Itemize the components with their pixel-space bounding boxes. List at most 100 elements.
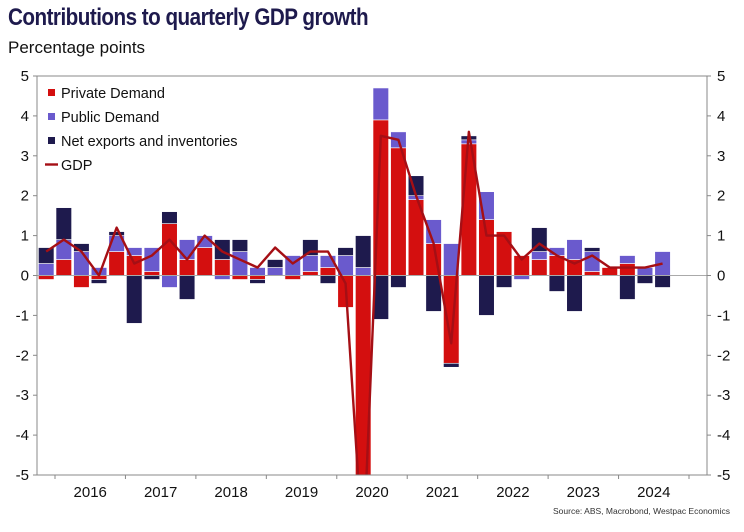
bar-public-demand-2019Q4: [319, 255, 337, 268]
bar-private-demand-2018Q2: [214, 259, 231, 276]
y-tick-label-left: -4: [16, 427, 29, 444]
bar-net-exports-and-inventories-2016Q1: [55, 207, 72, 240]
bar-public-demand-2019Q1: [267, 267, 284, 276]
bar-public-demand-2023Q2: [566, 239, 583, 260]
bar-private-demand-2024Q1: [619, 263, 636, 276]
bar-private-demand-2018Q1: [196, 247, 213, 276]
bar-public-demand-2019Q3: [302, 255, 319, 272]
bar-net-exports-and-inventories-2020Q4: [390, 275, 407, 288]
bar-private-demand-2018Q3: [231, 275, 249, 280]
legend-label-private-demand: Private Demand: [61, 86, 165, 102]
gdp-line: [45, 130, 663, 475]
bar-private-demand-2019Q2: [284, 275, 301, 280]
bar-net-exports-and-inventories-2022Q1: [478, 275, 495, 316]
legend-swatch-net-exports-and-inventories: [48, 137, 55, 144]
bar-private-demand-2017Q3: [161, 223, 178, 276]
bar-net-exports-and-inventories-2018Q4: [249, 279, 266, 284]
bar-private-demand-2016Q2: [73, 275, 90, 288]
y-tick-label-left: -5: [16, 467, 29, 484]
x-tick-label: 2020: [355, 484, 388, 501]
bar-public-demand-2024Q3: [654, 251, 671, 276]
y-tick-label-right: 3: [717, 148, 725, 165]
bar-private-demand-2023Q3: [584, 271, 601, 276]
y-tick-label-left: -1: [16, 307, 29, 324]
y-tick-label-left: 5: [21, 68, 29, 85]
bar-net-exports-and-inventories-2018Q2: [214, 239, 231, 260]
bar-private-demand-2020Q4: [390, 147, 407, 276]
axes-layer: 5 5 4 4 3 3 2 2 1 1 0 0 -1 -1 -2 -2 -3 -3 -4 -4 -5 -5 2016 2017…: [16, 68, 731, 501]
y-tick-label-right: -4: [717, 427, 730, 444]
y-tick-label-right: -5: [717, 467, 730, 484]
bar-net-exports-and-inventories-2024Q1: [619, 275, 636, 300]
y-tick-label-left: 1: [21, 228, 29, 245]
bar-net-exports-and-inventories-2020Q1: [337, 247, 354, 256]
bar-public-demand-2022Q3: [513, 275, 530, 280]
bar-net-exports-and-inventories-2020Q2: [355, 235, 372, 268]
bar-net-exports-and-inventories-2023Q1: [548, 275, 566, 292]
y-tick-label-left: 2: [21, 188, 29, 205]
bar-net-exports-and-inventories-2022Q2: [495, 275, 513, 288]
y-tick-label-left: -2: [16, 347, 29, 364]
bar-net-exports-and-inventories-2017Q2: [143, 275, 160, 280]
y-tick-label-left: -3: [16, 387, 29, 404]
x-tick-label: 2017: [144, 484, 177, 501]
x-tick-label: 2016: [74, 484, 107, 501]
bar-net-exports-and-inventories-2024Q3: [654, 275, 671, 288]
bar-private-demand-2017Q1: [126, 255, 143, 276]
legend: Private Demand Public Demand Net exports a…: [45, 86, 238, 174]
bar-public-demand-2020Q2: [355, 267, 372, 276]
bar-private-demand-2019Q3: [302, 271, 319, 276]
bar-net-exports-and-inventories-2017Q4: [178, 275, 196, 300]
legend-label-gdp: GDP: [61, 158, 92, 174]
bar-private-demand-2016Q1: [55, 259, 72, 276]
bar-public-demand-2017Q1: [126, 247, 143, 256]
bar-private-demand-2017Q4: [178, 259, 196, 276]
bar-net-exports-and-inventories-2016Q4: [108, 231, 125, 236]
bar-public-demand-2018Q2: [214, 275, 231, 280]
bar-private-demand-2022Q1: [478, 219, 495, 276]
y-tick-label-left: 4: [21, 108, 29, 125]
bar-private-demand-2018Q4: [249, 275, 266, 280]
y-tick-label-right: 4: [717, 108, 725, 125]
x-tick-label: 2021: [426, 484, 459, 501]
bar-net-exports-and-inventories-2018Q3: [231, 239, 249, 252]
bar-net-exports-and-inventories-2019Q4: [319, 275, 337, 284]
bar-public-demand-2024Q1: [619, 255, 636, 264]
legend-label-public-demand: Public Demand: [61, 110, 159, 126]
bar-public-demand-2018Q3: [231, 251, 249, 276]
y-tick-label-right: 1: [717, 228, 725, 245]
y-tick-label-right: 2: [717, 188, 725, 205]
bar-private-demand-2017Q2: [143, 271, 160, 276]
bar-net-exports-and-inventories-2021Q3: [443, 362, 460, 368]
x-tick-label: 2018: [214, 484, 247, 501]
legend-label-net-exports-and-inventories: Net exports and inventories: [61, 134, 238, 150]
bar-public-demand-2017Q4: [178, 239, 196, 260]
x-tick-label: 2023: [567, 484, 600, 501]
y-tick-label-right: 5: [717, 68, 725, 85]
bar-private-demand-2016Q4: [108, 251, 125, 276]
bars-layer: [38, 87, 671, 475]
bar-net-exports-and-inventories-2016Q3: [90, 279, 108, 284]
bar-public-demand-2022Q4: [531, 251, 548, 260]
chart-title: Contributions to quarterly GDP growth: [8, 4, 369, 31]
y-tick-label-right: -3: [717, 387, 730, 404]
y-tick-label-right: -2: [717, 347, 730, 364]
bar-net-exports-and-inventories-2019Q1: [267, 259, 284, 268]
y-tick-label-left: 3: [21, 148, 29, 165]
gdp-line-layer: [45, 130, 663, 475]
legend-swatch-private-demand: [48, 89, 55, 96]
bar-net-exports-and-inventories-2017Q3: [161, 211, 178, 224]
x-tick-label: 2022: [496, 484, 529, 501]
bar-private-demand-2019Q4: [319, 267, 337, 276]
bar-private-demand-2022Q4: [531, 259, 548, 276]
y-tick-label-left: 0: [21, 268, 29, 285]
x-tick-label: 2024: [637, 484, 670, 501]
bar-private-demand-2022Q2: [495, 231, 513, 276]
x-tick-label: 2019: [285, 484, 318, 501]
bar-net-exports-and-inventories-2024Q2: [636, 275, 654, 284]
bar-net-exports-and-inventories-2023Q2: [566, 275, 583, 312]
chart-subtitle: Percentage points: [8, 38, 146, 57]
bar-public-demand-2015Q4: [38, 263, 55, 276]
bar-net-exports-and-inventories-2019Q3: [302, 239, 319, 256]
